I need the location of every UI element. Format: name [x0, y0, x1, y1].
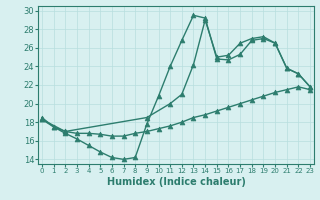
X-axis label: Humidex (Indice chaleur): Humidex (Indice chaleur)	[107, 177, 245, 187]
